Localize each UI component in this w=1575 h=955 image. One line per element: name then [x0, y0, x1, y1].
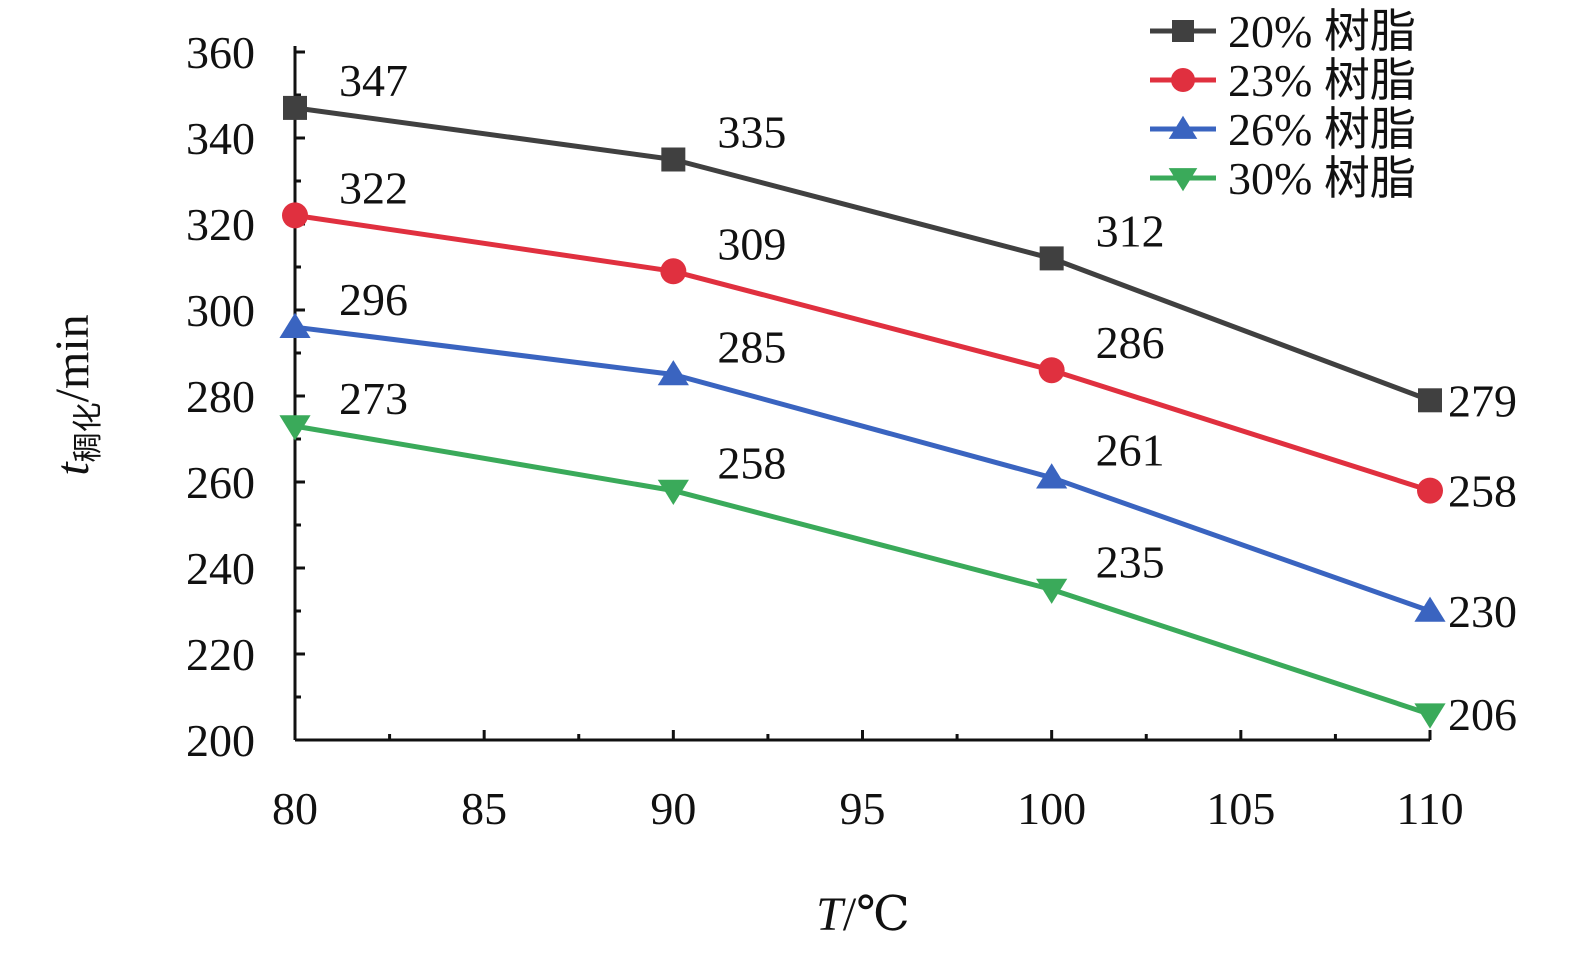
data-label: 258 — [717, 438, 786, 489]
data-label: 206 — [1448, 689, 1517, 740]
data-label: 322 — [339, 162, 408, 213]
data-point — [1038, 357, 1065, 384]
data-label: 235 — [1096, 537, 1165, 588]
data-point — [660, 258, 687, 285]
legend-label: 26% 树脂 — [1228, 104, 1416, 155]
x-tick-label: 110 — [1396, 783, 1463, 834]
data-label: 273 — [339, 373, 408, 424]
x-tick-label: 80 — [272, 783, 318, 834]
legend-entry-2: 23% 树脂 — [1150, 55, 1416, 106]
axes: 200 220 240 260 280 300 320 340 360 80 85 90 95 100 10… — [186, 27, 1464, 834]
x-axis-title-main: T — [816, 888, 846, 941]
data-point — [657, 360, 689, 386]
data-label: 258 — [1448, 466, 1517, 517]
y-axis-title-main: t — [46, 461, 99, 476]
data-labels: 347 335 312 279 322 309 286 258 296 285 261 230 273 2… — [339, 55, 1517, 740]
data-point — [1039, 246, 1064, 271]
legend-entry-1: 20% 树脂 — [1150, 6, 1416, 57]
y-tick-label: 260 — [186, 457, 255, 508]
data-point — [279, 312, 311, 338]
y-tick-label: 240 — [186, 543, 255, 594]
data-label: 335 — [717, 107, 786, 158]
y-tick-label: 220 — [186, 629, 255, 680]
x-tick-label: 95 — [840, 783, 886, 834]
y-tick-label: 360 — [186, 27, 255, 78]
legend-label: 30% 树脂 — [1228, 153, 1416, 204]
series-line — [294, 324, 1431, 614]
legend-marker — [1168, 168, 1198, 192]
x-tick-label: 90 — [650, 783, 696, 834]
series-line — [294, 105, 1431, 403]
legend-marker — [1168, 115, 1198, 139]
data-label: 312 — [1096, 205, 1165, 256]
data-point — [283, 95, 307, 120]
legend-entry-4: 30% 树脂 — [1150, 153, 1416, 204]
y-axis-title-unit: /min — [46, 314, 99, 402]
y-axis-title-sub: 稠化 — [72, 402, 105, 462]
legend-label: 20% 树脂 — [1228, 6, 1416, 57]
x-tick-label: 105 — [1206, 783, 1275, 834]
data-label: 296 — [339, 274, 408, 325]
series-line — [294, 423, 1431, 717]
y-tick-label: 300 — [186, 285, 255, 336]
data-point — [1036, 578, 1068, 604]
series-2 — [282, 202, 1443, 504]
data-label: 261 — [1096, 425, 1165, 476]
data-label: 286 — [1096, 317, 1165, 368]
data-point — [1414, 703, 1446, 729]
legend-label: 23% 树脂 — [1228, 55, 1416, 106]
data-label: 279 — [1448, 375, 1517, 426]
data-label: 309 — [717, 218, 786, 269]
legend-marker — [1171, 68, 1195, 92]
data-point — [282, 202, 308, 229]
legend-marker — [1172, 20, 1194, 42]
y-axis-title: t稠化/min — [46, 314, 105, 475]
data-point — [661, 147, 686, 172]
data-point — [279, 415, 311, 441]
legend-entry-3: 26% 树脂 — [1150, 104, 1416, 155]
series-1 — [283, 95, 1442, 413]
series-4 — [279, 415, 1446, 729]
y-tick-label: 280 — [186, 371, 255, 422]
x-axis-title-unit: /℃ — [843, 888, 910, 941]
series-line — [294, 212, 1431, 493]
x-tick-label: 100 — [1017, 783, 1086, 834]
y-tick-label: 320 — [186, 199, 255, 250]
data-point — [657, 479, 689, 505]
x-tick-label: 85 — [461, 783, 507, 834]
y-tick-label: 200 — [186, 715, 255, 766]
data-label: 230 — [1448, 586, 1517, 637]
data-point — [1036, 463, 1068, 489]
data-point — [1418, 388, 1442, 413]
series-3 — [279, 312, 1446, 622]
y-tick-label: 340 — [186, 113, 255, 164]
data-point — [1414, 596, 1446, 622]
data-label: 347 — [339, 55, 408, 106]
series-layer — [279, 95, 1446, 729]
data-point — [1417, 477, 1443, 504]
data-label: 285 — [717, 322, 786, 373]
x-axis-title: T/℃ — [816, 888, 910, 941]
